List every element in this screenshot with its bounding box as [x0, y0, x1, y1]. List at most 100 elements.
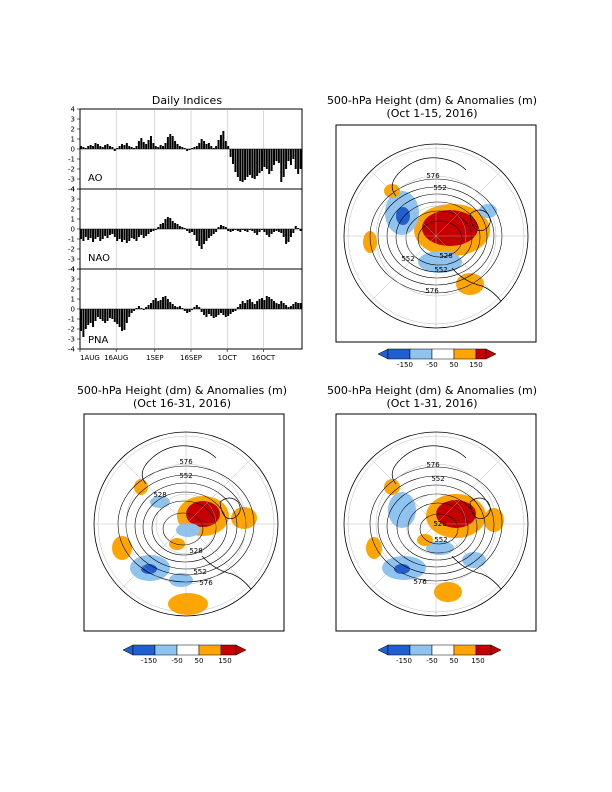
y-tick-label: 0 [71, 226, 75, 234]
index-bar [260, 229, 263, 230]
index-bar [108, 146, 111, 149]
index-bar [270, 299, 273, 309]
colorbar-label: 50 [450, 657, 459, 665]
index-bar [159, 224, 162, 229]
y-tick-label: 0 [71, 306, 75, 314]
map-2-contour-label: 528 [433, 520, 446, 528]
index-bar [142, 142, 145, 149]
index-bar [137, 229, 140, 237]
index-bar [285, 149, 288, 169]
index-bar [277, 149, 280, 163]
index-bar [285, 305, 288, 309]
colorbar-label: -150 [141, 657, 157, 665]
index-bar [140, 308, 143, 309]
index-bar [232, 309, 234, 312]
index-bar [246, 300, 249, 309]
index-bar [87, 309, 90, 325]
index-bar [205, 229, 208, 241]
index-bar [219, 309, 222, 313]
index-bar [128, 229, 131, 241]
index-bar [224, 309, 227, 317]
index-bar [125, 229, 128, 243]
index-bar [174, 306, 177, 309]
index-bar [277, 304, 280, 309]
map-0-boundary [343, 143, 529, 329]
map-1-contour-label: 576 [199, 579, 213, 587]
y-tick-label: 0 [71, 146, 75, 154]
map-1-positive-anomaly-east [231, 507, 257, 529]
map-1-meridian [120, 458, 252, 590]
index-bar [219, 225, 222, 229]
index-bar [152, 229, 155, 231]
index-bar [123, 229, 126, 240]
index-bar [256, 149, 259, 176]
index-bar [265, 149, 268, 169]
map-1-colorbar: -150 -50 50 150 [122, 644, 247, 665]
index-bar [212, 148, 215, 149]
map-1-positive-anomaly-strong [186, 501, 220, 527]
map-2-coastline-eurasia [391, 445, 467, 485]
index-bar [292, 149, 295, 159]
colorbar-arrow-left [377, 644, 389, 656]
index-bar [241, 229, 244, 230]
map-2-field [344, 432, 528, 616]
y-tick-label: 1 [71, 216, 75, 224]
index-bar [154, 146, 157, 149]
index-bar [82, 147, 85, 149]
index-bar [178, 226, 181, 229]
index-bar [297, 149, 300, 174]
index-bar [215, 309, 218, 317]
map-0-positive-anomaly-west [363, 231, 377, 253]
index-bar [140, 229, 143, 235]
colorbar-segment-strong-positive [475, 644, 492, 656]
index-bar [166, 299, 169, 309]
index-bar [207, 229, 210, 238]
index-bar [186, 149, 189, 151]
index-bar [186, 229, 189, 231]
index-bar [292, 229, 295, 233]
map-0-contour-label: 576 [425, 287, 439, 295]
index-bar [92, 146, 95, 149]
map-2-positive-anomaly-south [434, 582, 462, 602]
colorbar-label: 150 [469, 361, 482, 369]
map-0-meridian [370, 170, 502, 302]
index-bar [246, 229, 249, 232]
index-bar [181, 147, 184, 149]
index-bar [84, 148, 87, 149]
map-0-contour-6 [417, 220, 463, 258]
index-bar [198, 229, 201, 246]
index-bar [145, 307, 148, 309]
index-bar [80, 229, 82, 239]
index-bar [108, 229, 111, 235]
y-tick-label: 1 [71, 136, 75, 144]
index-bar [130, 147, 133, 149]
index-bar [162, 297, 165, 309]
index-bar [183, 309, 186, 311]
index-bar [169, 302, 172, 309]
map-2-coastline-greenland [469, 497, 491, 519]
colorbar-segment-neutral [431, 348, 455, 360]
index-bar [234, 309, 237, 311]
map-0-title-line2: (Oct 1-15, 2016) [386, 107, 477, 120]
index-bar [248, 229, 251, 230]
index-bar [183, 148, 186, 149]
map-0-graticule [344, 144, 528, 328]
index-bar [111, 147, 114, 149]
index-bar [101, 147, 104, 149]
index-bar [116, 229, 119, 241]
map-0-contour-label: 576 [426, 172, 440, 180]
index-bar [178, 146, 181, 149]
daily-indices-chart: Daily Indices -4 -3 -2 -1 0 1 2 3 4 AO -4 -3 -2 -1 0… [68, 94, 303, 362]
index-bar [193, 147, 196, 149]
colorbar-segment-negative [409, 348, 433, 360]
panel-nao-label: NAO [88, 253, 110, 264]
colorbar-segment-strong-positive [220, 644, 237, 656]
index-bar [178, 306, 181, 309]
index-bar [299, 149, 302, 169]
y-tick-label: -4 [68, 186, 76, 194]
index-bar [130, 309, 133, 313]
index-bar [210, 229, 213, 236]
index-bar [268, 149, 271, 174]
index-bar [273, 149, 276, 165]
index-bar [217, 309, 220, 315]
